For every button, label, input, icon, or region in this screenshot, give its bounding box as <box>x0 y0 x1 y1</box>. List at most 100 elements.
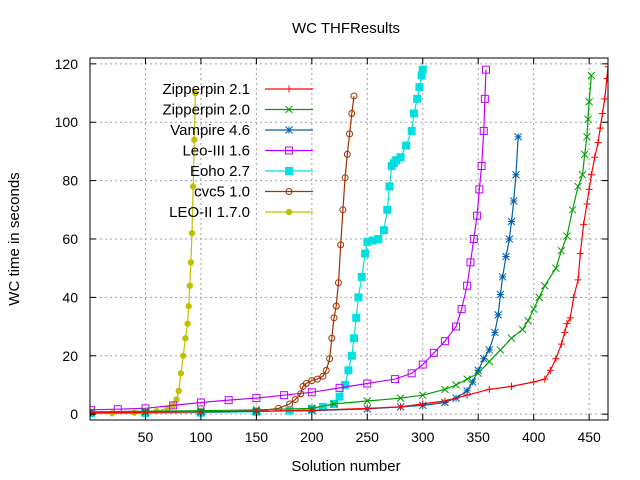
y-tick-label: 60 <box>62 231 78 247</box>
data-point <box>334 279 342 287</box>
data-point <box>585 185 593 193</box>
data-point <box>587 71 596 80</box>
data-point <box>480 94 489 103</box>
data-point <box>474 366 483 375</box>
data-point <box>363 404 371 412</box>
data-point <box>341 380 350 389</box>
data-point <box>583 200 591 208</box>
data-point <box>481 65 490 74</box>
y-axis-label: WC time in seconds <box>6 172 23 305</box>
data-point <box>307 388 316 397</box>
data-point <box>339 206 347 214</box>
data-point <box>337 241 345 249</box>
data-point <box>187 259 195 266</box>
chart-title: WC THFResults <box>292 20 400 37</box>
data-point <box>466 258 475 267</box>
legend-entry: Zipperpin 2.1 <box>162 81 313 98</box>
data-point <box>184 320 191 327</box>
data-point <box>348 109 356 117</box>
data-point <box>419 400 427 408</box>
data-point <box>407 126 416 135</box>
data-point <box>491 328 499 337</box>
data-point <box>192 89 199 97</box>
data-point <box>441 397 449 405</box>
x-axis-label: Solution number <box>291 458 400 475</box>
data-point <box>429 348 438 357</box>
data-point <box>477 162 486 171</box>
data-point <box>357 272 366 281</box>
data-point <box>479 354 488 363</box>
data-point <box>349 334 358 343</box>
data-point <box>396 153 405 162</box>
data-point <box>498 273 507 281</box>
data-point <box>441 385 449 394</box>
data-point <box>328 334 336 342</box>
legend-entry: Eoho 2.7 <box>190 163 313 180</box>
data-point <box>322 366 330 374</box>
data-point <box>598 109 606 117</box>
data-point <box>185 302 192 310</box>
data-point <box>479 126 488 135</box>
data-point <box>541 375 549 383</box>
data-point <box>561 328 569 336</box>
data-point <box>385 182 394 191</box>
data-point <box>496 290 505 299</box>
x-tick-label: 450 <box>577 429 601 445</box>
y-tick-label: 100 <box>55 114 79 130</box>
series-line <box>91 69 487 411</box>
data-point <box>343 150 351 158</box>
data-point <box>591 153 599 161</box>
data-point <box>354 293 363 302</box>
data-point <box>440 337 449 346</box>
data-point <box>352 313 361 322</box>
legend-label: cvc5 1.0 <box>194 184 250 201</box>
data-point <box>415 83 424 92</box>
data-point <box>302 380 310 388</box>
data-point <box>529 305 538 313</box>
series-0 <box>90 63 608 417</box>
legend-swatch-marker <box>285 126 293 134</box>
data-point <box>402 141 411 150</box>
data-point <box>502 252 510 261</box>
data-point <box>509 197 518 205</box>
data-point <box>397 403 405 411</box>
data-point <box>566 314 574 322</box>
data-point <box>175 387 182 395</box>
legend-swatch-marker <box>285 188 293 195</box>
legend-entry: LEO-II 1.7.0 <box>169 204 313 221</box>
data-point <box>396 394 405 402</box>
data-point <box>604 63 608 71</box>
data-point <box>346 130 354 138</box>
data-point <box>90 409 95 417</box>
data-point <box>341 174 349 182</box>
data-point <box>585 97 593 106</box>
legend-label: Zipperpin 2.0 <box>162 102 250 119</box>
x-tick-label: 200 <box>300 429 324 445</box>
data-point <box>189 183 197 190</box>
data-point <box>418 65 427 74</box>
data-point <box>169 401 178 410</box>
data-point <box>494 311 503 319</box>
data-point <box>530 378 538 386</box>
y-tick-label: 40 <box>62 289 78 305</box>
axis-ticks: 50 100 150 200 250 300 350 400 450 0 20 40 60 80 100 12… <box>55 56 608 445</box>
data-point <box>457 305 466 314</box>
data-point <box>507 334 516 343</box>
data-point <box>584 115 592 124</box>
data-point <box>596 124 604 132</box>
data-point <box>463 391 471 399</box>
data-point <box>252 394 261 403</box>
data-point <box>409 109 418 118</box>
data-point <box>330 314 338 322</box>
legend-label: Zipperpin 2.1 <box>162 81 250 98</box>
data-point <box>252 407 260 415</box>
legend-label: Eoho 2.7 <box>190 163 250 180</box>
x-tick-label: 300 <box>411 429 435 445</box>
data-point <box>552 355 560 363</box>
x-tick-label: 50 <box>138 429 154 445</box>
data-point <box>361 249 370 258</box>
data-point <box>350 92 358 100</box>
data-point <box>505 235 514 243</box>
data-point <box>463 386 471 395</box>
legend-entry: Leo-III 1.6 <box>182 143 313 160</box>
